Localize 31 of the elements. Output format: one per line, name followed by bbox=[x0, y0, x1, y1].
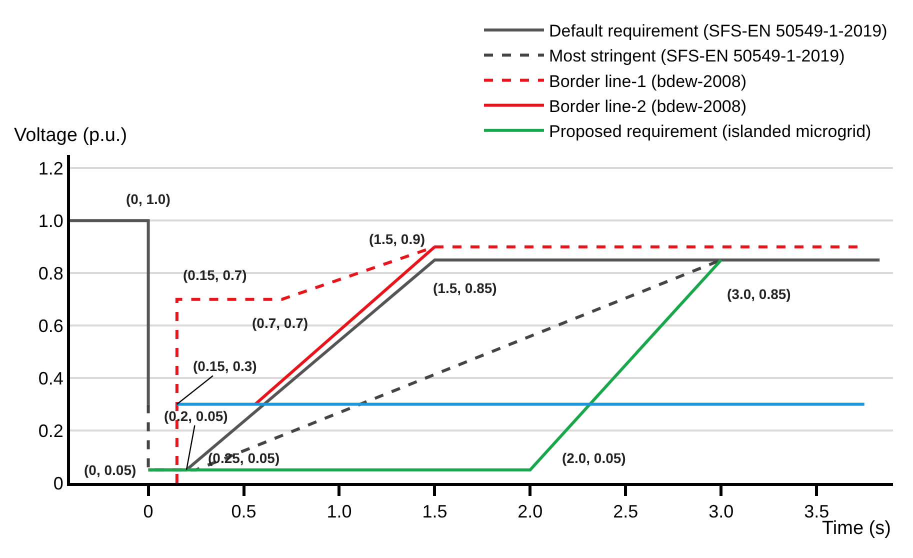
annotation: (0, 1.0) bbox=[126, 191, 170, 207]
annotation: (2.0, 0.05) bbox=[562, 450, 626, 466]
y-tick-label: 1.2 bbox=[38, 158, 64, 178]
x-tick-label: 3.0 bbox=[708, 502, 734, 522]
annotation: (0.7, 0.7) bbox=[252, 315, 308, 331]
y-tick-label: 0 bbox=[53, 473, 64, 494]
x-tick-label: 2.0 bbox=[518, 502, 543, 522]
y-tick-label: 0.4 bbox=[38, 368, 64, 388]
x-tick-label: 1.5 bbox=[422, 502, 448, 522]
legend-label: Most stringent (SFS-EN 50549-1-2019) bbox=[549, 46, 845, 66]
annotation: (3.0, 0.85) bbox=[727, 286, 791, 302]
y-axis-title: Voltage (p.u.) bbox=[14, 125, 128, 146]
annotation: (0.2, 0.05) bbox=[164, 408, 228, 424]
annotation: (0, 0.05) bbox=[84, 462, 136, 478]
annotation: (0.15, 0.3) bbox=[193, 358, 257, 374]
y-tick-label: 1.0 bbox=[38, 210, 64, 231]
annotation: (1.5, 0.9) bbox=[369, 231, 426, 247]
y-tick-label: 0.2 bbox=[38, 420, 64, 441]
x-tick-label: 0.5 bbox=[231, 502, 256, 522]
annotation: (0.25, 0.05) bbox=[208, 450, 280, 466]
x-tick-label: 2.5 bbox=[613, 502, 638, 522]
y-tick-label: 0.8 bbox=[38, 263, 64, 284]
x-tick-label: 0 bbox=[143, 502, 154, 522]
legend-label: Default requirement (SFS-EN 50549-1-2019) bbox=[549, 22, 888, 41]
x-tick-label: 1.0 bbox=[326, 502, 352, 522]
annotation: (1.5, 0.85) bbox=[433, 280, 497, 296]
legend-label: Proposed requirement (islanded microgrid) bbox=[549, 122, 872, 142]
annotation: (0.15, 0.7) bbox=[183, 267, 247, 283]
legend-label: Border line-2 (bdew-2008) bbox=[549, 96, 746, 116]
y-tick-label: 0.6 bbox=[38, 316, 64, 336]
legend-label: Border line-1 (bdew-2008) bbox=[549, 72, 746, 91]
